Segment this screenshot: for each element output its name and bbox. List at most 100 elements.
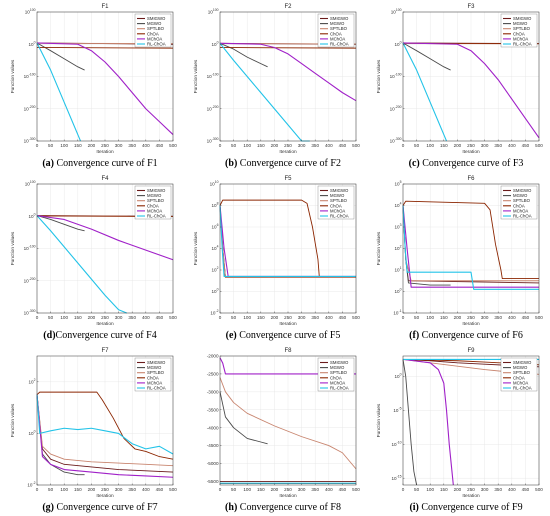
legend-label-mgwo: MGWO: [513, 365, 528, 370]
legend-label-sptlbo: SPTLBO: [513, 198, 531, 203]
x-tick-label: 250: [284, 487, 292, 492]
x-tick-label: 200: [454, 143, 462, 148]
series-line-sptlbo: [219, 377, 357, 470]
y-tick-label: 10-200: [390, 105, 402, 111]
panel-caption: (a) Convergence curve of F1: [42, 158, 157, 169]
legend-label-choa: ChOA: [330, 375, 342, 380]
y-tick-label: 10-15: [391, 474, 401, 480]
y-tick-label: 100: [28, 40, 35, 46]
x-tick-label: 100: [60, 315, 68, 320]
legend-label-sptlbo: SPTLBO: [330, 198, 348, 203]
series-line-smigwo: [36, 394, 174, 473]
legend-label-mgwo: MGWO: [330, 365, 345, 370]
x-tick-label: 450: [522, 143, 530, 148]
series-line-rl-choa: [219, 42, 310, 142]
y-tick-label: -3500: [207, 407, 219, 412]
x-axis-label: Iteration: [96, 493, 114, 499]
y-tick-label: 101: [394, 266, 401, 272]
x-tick-label: 150: [257, 315, 265, 320]
y-tick-label: 100: [211, 288, 218, 294]
legend-label-rl-choa: RL-ChOA: [513, 42, 532, 47]
chart-panel-f6: 0 50 100 150 200 250 300 350 400 450 500 105 104 103 1…: [376, 176, 543, 341]
x-tick-label: 450: [156, 315, 164, 320]
legend-label-smigwo: SMIGWO: [513, 16, 532, 21]
x-tick-label: 0: [219, 143, 222, 148]
series-line-mchoa: [402, 205, 539, 288]
legend-label-choa: ChOA: [513, 203, 525, 208]
x-tick-label: 100: [426, 143, 434, 148]
y-tick-label: 100: [394, 40, 401, 46]
x-tick-label: 100: [60, 487, 68, 492]
x-tick-label: 50: [414, 315, 420, 320]
legend-label-mgwo: MGWO: [147, 365, 162, 370]
series-line-rl-choa: [402, 42, 448, 142]
legend-label-smigwo: SMIGWO: [513, 188, 532, 193]
x-tick-label: 450: [339, 487, 347, 492]
series-line-rl-choa: [36, 394, 174, 455]
panel-caption: (b) Convergence curve of F2: [225, 158, 341, 169]
legend-label-choa: ChOA: [147, 31, 159, 36]
x-axis-label: Iteration: [96, 149, 114, 155]
x-axis-label: Iteration: [279, 493, 297, 499]
series-line-mgwo: [36, 215, 85, 232]
series-line-choa: [36, 47, 174, 49]
x-tick-label: 100: [243, 487, 251, 492]
legend-label-rl-choa: RL-ChOA: [513, 386, 532, 391]
legend-label-sptlbo: SPTLBO: [513, 26, 531, 31]
x-tick-label: 500: [535, 315, 543, 320]
series-line-mchoa: [219, 42, 357, 102]
y-tick-label: -4000: [207, 425, 219, 430]
x-tick-label: 350: [128, 143, 136, 148]
legend-box: [317, 357, 355, 392]
x-tick-label: 300: [298, 315, 306, 320]
chart-panel-f4: 0 50 100 150 200 250 300 350 400 450 500 10100 100 10…: [10, 176, 177, 341]
panel-caption: (h) Convergence curve of F8: [225, 502, 341, 513]
x-tick-label: 250: [467, 143, 475, 148]
y-tick-label: -3000: [207, 389, 219, 394]
x-tick-label: 500: [169, 143, 177, 148]
x-tick-label: 250: [284, 143, 292, 148]
legend-label-choa: ChOA: [147, 375, 159, 380]
legend-label-mgwo: MGWO: [330, 193, 345, 198]
x-tick-label: 450: [522, 487, 530, 492]
x-tick-label: 0: [402, 315, 405, 320]
x-tick-label: 200: [88, 315, 96, 320]
y-tick-label: 102: [394, 245, 401, 251]
series-line-mchoa: [402, 42, 540, 139]
x-tick-label: 150: [440, 143, 448, 148]
legend-label-smigwo: SMIGWO: [513, 360, 532, 365]
x-tick-label: 300: [115, 487, 123, 492]
legend-label-smigwo: SMIGWO: [147, 188, 166, 193]
x-tick-label: 450: [522, 315, 530, 320]
series-line-rl-choa: [36, 215, 127, 314]
chart-panel-f3: 0 50 100 150 200 250 300 350 400 450 500 10100 100 10…: [376, 4, 543, 169]
legend-label-rl-choa: RL-ChOA: [330, 386, 349, 391]
x-tick-label: 400: [142, 143, 150, 148]
x-tick-label: 300: [481, 487, 489, 492]
x-tick-label: 150: [440, 315, 448, 320]
series-line-mgwo: [36, 42, 85, 71]
y-tick-label: 100: [394, 288, 401, 294]
x-tick-label: 400: [508, 487, 516, 492]
legend-label-sptlbo: SPTLBO: [330, 370, 348, 375]
x-tick-label: 200: [454, 487, 462, 492]
y-tick-label: 105: [394, 180, 401, 186]
chart-panel-f1: 0 50 100 150 200 250 300 350 400 450 500 10100 100 10…: [10, 4, 177, 169]
x-tick-label: 0: [219, 315, 222, 320]
x-tick-label: 400: [142, 315, 150, 320]
x-tick-label: 200: [88, 487, 96, 492]
y-tick-label: 108: [211, 202, 218, 208]
x-tick-label: 150: [74, 143, 82, 148]
chart-panel-f8: 0 50 100 150 200 250 300 350 400 450 500 -2000 -2500…: [207, 348, 361, 513]
x-tick-label: 50: [48, 143, 54, 148]
y-tick-label: 10-1: [393, 309, 401, 315]
y-tick-label: 104: [211, 245, 218, 251]
panel-caption: (e) Convergence curve of F5: [226, 330, 341, 341]
y-tick-label: 10-200: [24, 105, 36, 111]
y-tick-label: 10-200: [207, 105, 219, 111]
y-tick-label: 100: [28, 430, 35, 436]
y-tick-label: 10-5: [393, 407, 401, 413]
x-tick-label: 400: [508, 143, 516, 148]
